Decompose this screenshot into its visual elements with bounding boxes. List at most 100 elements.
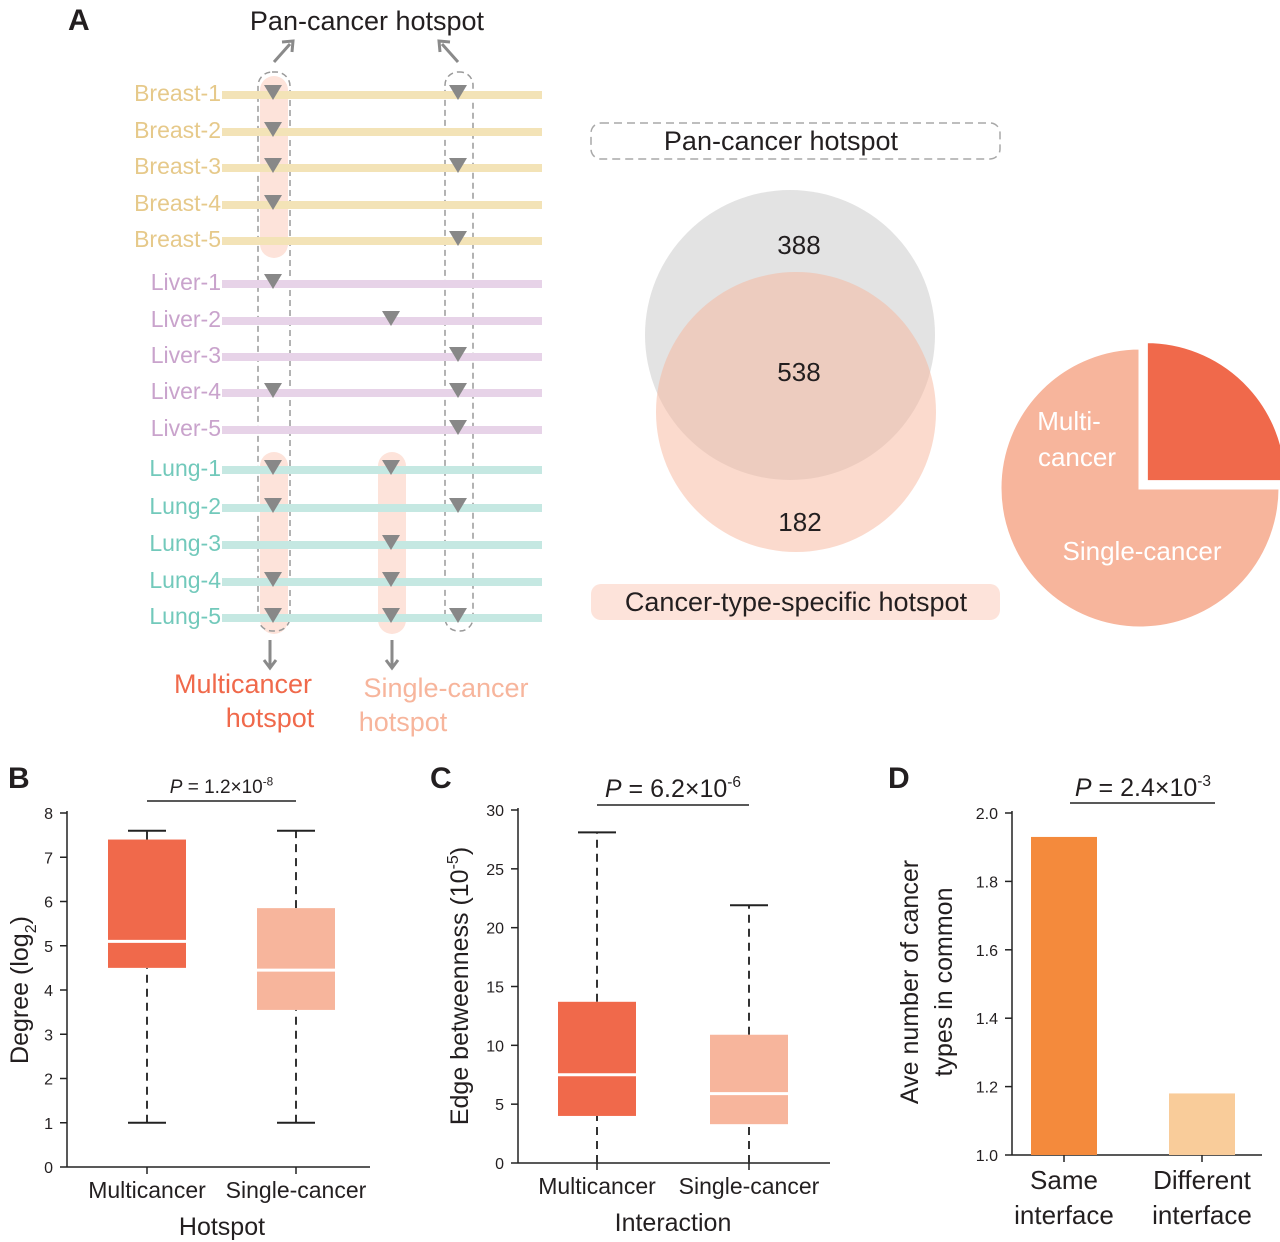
y-tick-label: 6	[44, 895, 53, 912]
pan-cancer-column-outline	[444, 71, 474, 632]
box-single-cancer	[257, 908, 335, 1010]
mutation-marker	[449, 608, 467, 623]
pie-single-cancer-label: Single-cancer	[1063, 536, 1222, 566]
x-category-label: Single-cancer	[679, 1173, 820, 1199]
mutation-marker	[264, 608, 282, 623]
bar-different-interface	[1169, 1093, 1235, 1155]
y-tick-label: 1.8	[976, 874, 998, 891]
single-cancer-hotspot-label: Single-cancer	[363, 673, 528, 703]
mutation-marker	[264, 85, 282, 100]
p-symbol: P	[605, 775, 622, 803]
arrow-to-pan-left	[272, 43, 292, 63]
box-single-cancer	[710, 1034, 788, 1125]
mutation-marker	[382, 460, 400, 475]
y-tick-label: 3	[44, 1027, 53, 1044]
panel-label-c: C	[430, 762, 452, 795]
p-value-text: = 2.4×10	[1092, 774, 1198, 802]
sample-label: Liver-3	[151, 342, 221, 368]
p-symbol: P	[170, 777, 183, 798]
mutation-marker	[264, 274, 282, 289]
pan-cancer-legend-box	[590, 122, 1001, 160]
pie-multi-cancer-label: cancer	[1038, 442, 1116, 472]
x-category-label: Multicancer	[538, 1173, 656, 1199]
mutation-marker	[449, 420, 467, 435]
mutation-marker	[449, 383, 467, 398]
multicancer-column-outline	[257, 71, 291, 632]
mutation-marker	[449, 347, 467, 362]
y-axis-title-script: -5	[445, 855, 462, 869]
mutation-marker	[449, 85, 467, 100]
y-tick-label: 5	[495, 1097, 504, 1114]
arrow-to-pan-right	[440, 43, 460, 63]
y-tick-label: 1	[44, 1116, 53, 1133]
sample-label: Liver-5	[151, 415, 221, 441]
sample-label: Lung-4	[149, 567, 221, 593]
venn-pan-only-count: 388	[777, 230, 820, 260]
p-value-text: = 1.2×10	[182, 777, 262, 798]
venn-cancer-type-specific-circle	[656, 272, 936, 552]
y-axis-title-main: Degree (log	[6, 933, 34, 1064]
y-axis-title: Edge betweenness (10-5)	[445, 847, 474, 1125]
mutation-marker	[264, 122, 282, 137]
p-value-text: = 6.2×10	[622, 775, 728, 803]
p-exponent: -8	[263, 775, 274, 788]
venn-pan-cancer-label: Pan-cancer hotspot	[664, 126, 899, 156]
box-multicancer	[558, 1001, 636, 1116]
x-category-label: Single-cancer	[226, 1177, 367, 1203]
sample-label: Liver-2	[151, 306, 221, 332]
panel-label-b: B	[8, 762, 30, 795]
panel-c-plot: C 0 5 10 15 20 25 30 Multicancer Single-cancer Int…	[430, 762, 830, 1237]
panel-d-plot: D 1.0 1.2 1.4 1.6 1.8 2.0 Same interface Differen…	[888, 762, 1262, 1230]
sample-label: Liver-4	[151, 378, 222, 404]
y-tick-label: 20	[486, 921, 504, 938]
sample-label: Lung-3	[149, 530, 221, 556]
y-tick-label: 15	[486, 980, 504, 997]
pan-cancer-top-label: Pan-cancer hotspot	[250, 6, 485, 36]
arrow-head-single-cancer	[384, 659, 400, 671]
y-tick-label: 0	[495, 1156, 504, 1173]
y-axis-title-main: Edge betweenness (10	[446, 869, 474, 1125]
x-axis-title: Hotspot	[179, 1213, 265, 1241]
arrow-head-pan-right	[437, 39, 451, 53]
mutation-marker	[382, 572, 400, 587]
bar-same-interface	[1031, 836, 1097, 1155]
p-symbol: P	[1075, 774, 1092, 802]
y-tick-label: 1.2	[976, 1080, 998, 1097]
single-cancer-hotspot-label: hotspot	[359, 707, 448, 737]
sample-label: Breast-2	[134, 117, 221, 143]
cancer-type-specific-legend-box	[591, 584, 1000, 620]
p-exponent: -6	[727, 774, 741, 791]
y-tick-label: 30	[486, 803, 504, 820]
y-tick-label: 2	[44, 1072, 53, 1089]
sample-label: Breast-4	[134, 190, 221, 216]
x-category-label: Multicancer	[88, 1177, 206, 1203]
y-tick-label: 0	[44, 1160, 53, 1177]
venn-cancer-type-specific-label: Cancer-type-specific hotspot	[625, 587, 968, 617]
pie-multi-cancer-label: Multi-	[1037, 406, 1101, 436]
multicancer-hotspot-label: hotspot	[226, 703, 315, 733]
x-category-label: Same	[1030, 1165, 1098, 1195]
arrow-head-pan-left	[281, 39, 295, 53]
mutation-marker	[264, 383, 282, 398]
sample-label: Lung-1	[149, 455, 221, 481]
sample-label: Lung-5	[149, 603, 221, 629]
p-exponent: -3	[1197, 773, 1211, 790]
mutation-marker	[382, 535, 400, 550]
y-tick-label: 25	[486, 862, 504, 879]
mutation-marker	[264, 498, 282, 513]
mutation-marker	[449, 231, 467, 246]
mutation-marker	[264, 195, 282, 210]
panel-b-plot: B 0 1 2 3 4 5 6 7 8 Multicancer Single-cancer Hotspo…	[6, 762, 370, 1241]
y-tick-label: 5	[44, 939, 53, 956]
sample-label: Breast-3	[134, 153, 221, 179]
mutation-marker	[264, 158, 282, 173]
panel-label-d: D	[888, 762, 910, 795]
y-axis-title-end: )	[6, 916, 34, 924]
x-category-label: interface	[1152, 1200, 1252, 1230]
panel-label-a: A	[68, 4, 90, 37]
mutation-marker	[264, 460, 282, 475]
x-category-label: Different	[1153, 1165, 1252, 1195]
y-tick-label: 1.0	[976, 1148, 998, 1165]
y-axis-title-script: 2	[23, 924, 40, 933]
